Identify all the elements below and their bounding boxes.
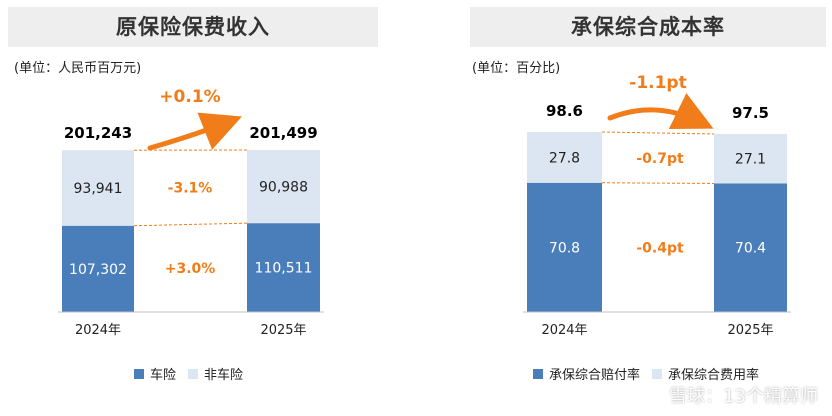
bar-total-label: 201,243 bbox=[64, 124, 132, 142]
left-panel-title: 原保险保费收入 bbox=[8, 7, 378, 47]
connector-dashed-line bbox=[133, 222, 248, 227]
bar-right-0-series-1 bbox=[527, 132, 602, 183]
legend-item-non-auto: 非车险 bbox=[188, 364, 243, 383]
legend-item-auto: 车险 bbox=[134, 364, 176, 383]
legend-swatch-primary bbox=[533, 368, 543, 379]
left-unit-label: (单位：人民币百万元) bbox=[14, 61, 142, 76]
bar-value-label: 107,302 bbox=[69, 262, 127, 278]
segment-change-label: +3.0% bbox=[165, 261, 216, 277]
bar-right-0-series-0 bbox=[527, 182, 602, 312]
category-label: 2024年 bbox=[541, 323, 587, 338]
connector-dashed-line bbox=[601, 182, 715, 184]
right-panel-title: 承保综合成本率 bbox=[470, 7, 826, 47]
category-label: 2025年 bbox=[727, 323, 773, 338]
legend-item-expense-ratio: 承保综合费用率 bbox=[652, 364, 759, 383]
bar-total-label: 98.6 bbox=[546, 102, 583, 120]
segment-change-label: -3.1% bbox=[168, 180, 213, 196]
segment-change-label: -0.4pt bbox=[636, 241, 684, 257]
connector-dashed-line bbox=[601, 131, 715, 135]
bar-value-label: 70.8 bbox=[549, 240, 580, 256]
total-change-label: -1.1pt bbox=[629, 73, 686, 93]
left-legend: 车险 非车险 bbox=[134, 364, 255, 383]
watermark: 雪球：13个精算师 bbox=[641, 382, 818, 408]
legend-label-auto: 车险 bbox=[150, 368, 177, 383]
total-change-arrow bbox=[607, 93, 714, 129]
legend-label-expense-ratio: 承保综合费用率 bbox=[668, 368, 760, 383]
total-change-arrow bbox=[147, 112, 242, 151]
legend-item-loss-ratio: 承保综合赔付率 bbox=[533, 364, 640, 383]
category-label: 2025年 bbox=[260, 323, 306, 338]
bar-value-label: 110,511 bbox=[255, 261, 313, 277]
bar-left-1-series-1 bbox=[247, 150, 320, 224]
bar-value-label: 90,988 bbox=[259, 180, 308, 196]
category-label: 2024年 bbox=[75, 323, 121, 338]
bar-left-0-series-0 bbox=[62, 225, 134, 312]
bar-value-label: 93,941 bbox=[74, 181, 123, 197]
bar-total-label: 97.5 bbox=[732, 104, 769, 122]
bar-value-label: 27.8 bbox=[549, 150, 580, 166]
bar-value-label: 27.1 bbox=[735, 152, 766, 168]
right-unit-label: (单位：百分比) bbox=[472, 61, 561, 76]
bar-value-label: 70.4 bbox=[735, 241, 766, 257]
right-legend: 承保综合赔付率 承保综合费用率 bbox=[533, 364, 771, 383]
legend-swatch-secondary bbox=[188, 368, 199, 379]
watermark-text: 雪球：13个精算师 bbox=[669, 386, 818, 407]
bar-left-1-series-0 bbox=[247, 223, 320, 312]
legend-swatch-secondary bbox=[652, 368, 663, 379]
total-change-label: +0.1% bbox=[159, 87, 220, 107]
segment-change-label: -0.7pt bbox=[636, 151, 684, 167]
bar-right-1-series-0 bbox=[714, 183, 787, 312]
legend-label-loss-ratio: 承保综合赔付率 bbox=[549, 368, 641, 383]
bar-total-label: 201,499 bbox=[249, 124, 317, 142]
snowball-logo-icon bbox=[642, 388, 663, 404]
bar-left-0-series-1 bbox=[62, 150, 134, 226]
legend-swatch-primary bbox=[134, 368, 144, 379]
bar-right-1-series-1 bbox=[714, 134, 787, 184]
legend-label-non-auto: 非车险 bbox=[204, 368, 244, 383]
